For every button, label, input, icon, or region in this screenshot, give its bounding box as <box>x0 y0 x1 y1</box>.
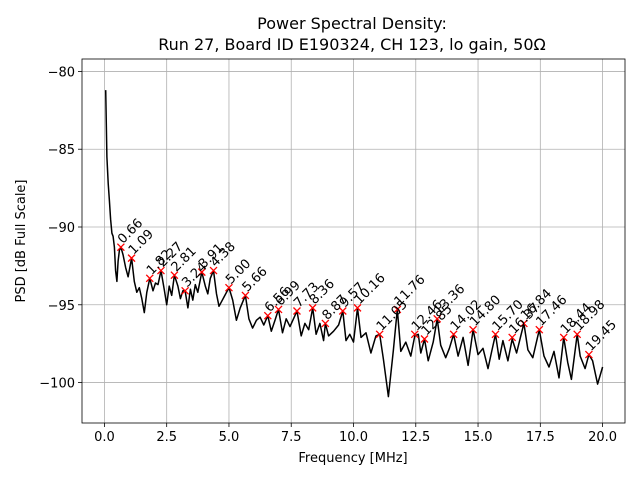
peak-marker <box>145 274 154 283</box>
grid <box>82 59 625 423</box>
peak-marker <box>519 319 528 328</box>
peak-labels: 0.661.091.822.272.813.243.914.385.005.66… <box>115 216 620 354</box>
x-axis-label: Frequency [MHz] <box>298 451 407 466</box>
peak-marker <box>559 333 568 342</box>
x-tick-label: 12.5 <box>401 430 430 445</box>
y-tick-label: −95 <box>48 299 75 314</box>
peak-marker <box>410 330 419 339</box>
peak-marker <box>338 307 347 315</box>
peak-marker <box>535 325 544 334</box>
peak-marker <box>116 243 125 252</box>
plot-frame <box>81 58 626 424</box>
peak-label: 11.76 <box>392 272 429 309</box>
peak-marker <box>197 268 206 277</box>
chart-subtitle: Run 27, Board ID E190324, CH 123, lo gai… <box>158 35 546 54</box>
peak-marker <box>449 330 458 339</box>
peak-marker <box>127 254 136 263</box>
peak-marker <box>274 305 283 314</box>
peak-marker <box>170 271 179 280</box>
x-tick-label: 5.0 <box>219 430 240 445</box>
peak-marker <box>224 283 233 292</box>
peak-marker <box>573 330 582 339</box>
peak-marker <box>469 325 478 334</box>
peak-marker <box>491 330 500 339</box>
peak-marker <box>156 266 165 275</box>
x-tick-label: 2.5 <box>156 430 177 445</box>
x-tick-label: 10.0 <box>339 430 368 445</box>
x-tick-label: 20.0 <box>588 430 617 445</box>
peak-marker <box>420 335 429 343</box>
x-tick-label: 17.5 <box>526 430 555 445</box>
peak-marker <box>375 330 384 339</box>
peak-marker <box>393 305 402 314</box>
peak-markers <box>116 243 593 359</box>
plot-area <box>104 90 604 398</box>
peak-marker <box>181 286 190 295</box>
x-tick-label: 0.0 <box>94 430 115 445</box>
chart-title: Power Spectral Density: <box>257 14 447 33</box>
x-axis-ticks: 0.0 2.5 5.0 7.5 10.0 12.5 15.0 17.5 20.0 <box>94 423 617 445</box>
x-tick-label: 15.0 <box>464 430 493 445</box>
peak-marker <box>584 350 593 359</box>
psd-series-line <box>104 90 604 398</box>
peak-marker <box>308 303 317 312</box>
peak-marker <box>433 314 442 323</box>
y-tick-label: −85 <box>48 143 75 158</box>
x-tick-label: 7.5 <box>281 430 302 445</box>
peak-marker <box>292 307 301 315</box>
y-axis-label: PSD [dB Full Scale] <box>14 179 29 302</box>
peak-marker <box>209 266 218 275</box>
peak-marker <box>263 311 272 320</box>
peak-marker <box>241 291 250 300</box>
y-axis-ticks: −80 −85 −90 −95 −100 <box>39 65 82 392</box>
peak-marker <box>508 333 517 342</box>
peak-marker <box>321 319 330 328</box>
y-tick-label: −100 <box>39 377 75 392</box>
y-tick-label: −90 <box>48 221 75 236</box>
y-tick-label: −80 <box>48 65 75 80</box>
peak-marker <box>353 303 362 312</box>
